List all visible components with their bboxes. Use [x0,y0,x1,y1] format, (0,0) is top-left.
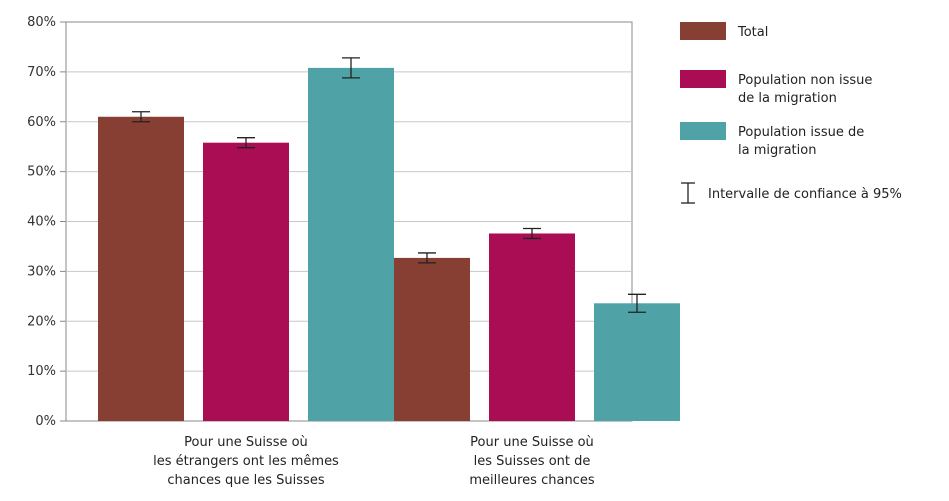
legend-label: Population non issue de la migration [738,73,872,106]
error-bar [132,111,150,123]
y-tick-label: 30% [27,264,56,279]
y-tick-label: 40% [27,215,56,230]
y-tick-label: 60% [27,115,56,130]
category-label: Pour une Suisse où les Suisses ont de meil… [469,435,594,488]
bar [594,303,680,421]
y-tick-label: 80% [27,15,56,30]
y-tick-label: 20% [27,314,56,329]
bar [489,233,575,421]
bar [308,67,394,421]
error-bar [237,137,255,149]
error-bar [342,57,360,79]
bar [98,116,184,421]
legend-swatch [680,22,726,40]
legend-swatch [680,70,726,88]
error-bar [523,227,541,240]
y-tick-label: 10% [27,364,56,379]
y-tick-label: 70% [27,65,56,80]
category-label: Pour une Suisse où les étrangers ont les … [153,435,339,488]
ci-legend-icon [681,182,695,204]
bar [203,142,289,421]
bar [384,257,470,421]
error-bar [418,252,436,264]
ci-legend-label: Intervalle de confiance à 95% [708,187,902,202]
y-tick-label: 0% [35,414,56,429]
y-tick-label: 50% [27,165,56,180]
legend-label: Population issue de la migration [738,125,864,158]
legend-label: Total [737,25,768,40]
error-bar [628,293,646,313]
legend-swatch [680,122,726,140]
